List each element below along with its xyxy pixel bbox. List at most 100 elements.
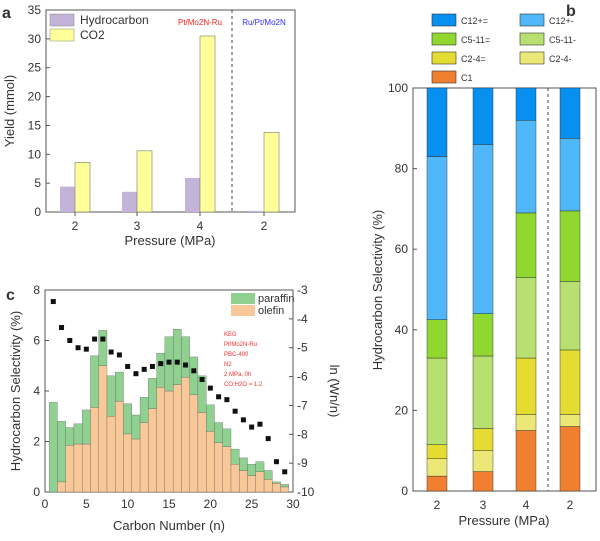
bar-olefin [214,442,223,493]
stack-segment-C5-11- [426,357,448,445]
bar-olefin [255,471,265,493]
scatter-point [125,363,131,369]
bar-paraffin [48,402,58,493]
bar-olefin [131,438,141,493]
stack-segment-C5-11- [515,277,537,359]
bar-olefin [82,443,91,493]
bar-olefin [156,387,166,493]
y-tick-label: 80 [395,162,409,176]
x-tick-label: 2 [72,219,79,233]
stack-segment-C2-4- [426,458,448,477]
bar-olefin [247,475,256,493]
y-tick-label: 25 [28,61,42,75]
legend-swatch [49,28,75,42]
y-tick-label: 40 [395,323,409,337]
bar-olefin [263,479,273,493]
bar-paraffin [57,421,66,483]
stack-segment-C12+= [559,87,581,139]
scatter-point [83,346,89,352]
bar-co2 [263,132,280,213]
y2-tick-label: -3 [297,283,308,297]
x-tick-label: 20 [204,497,218,511]
x-axis-label: Pressure (MPa) [124,233,215,248]
scatter-point [273,459,279,465]
x-tick-label: 10 [121,497,135,511]
legend-swatch [519,32,545,46]
catalyst-label: Ru/Pt/Mo2N [242,18,286,27]
bar-paraffin [115,371,124,402]
stack-segment-C1 [472,471,494,492]
bar-co2 [199,35,216,213]
legend-label: CO2 [80,28,105,42]
scatter-point [141,366,147,372]
y-tick-label: 20 [395,403,409,417]
y2-tick-label: -8 [297,427,308,441]
catalyst-label: Pt/Mo2N-Ru [178,18,222,27]
panel-label-b: b [566,3,576,20]
bar-hydrocarbon [249,210,264,212]
y-axis-label: Yield (mmol) [2,75,17,147]
bar-paraffin [247,464,256,476]
bar-paraffin [98,330,108,366]
scatter-point [92,336,98,342]
scatter-point [75,345,81,351]
stack-segment-C12+- [472,144,494,314]
legend-swatch [49,13,75,27]
scatter-point [216,394,222,400]
bar-olefin [272,483,281,493]
stack-segment-C2-4- [559,414,581,427]
bar-olefin [115,400,124,493]
bar-olefin [206,431,215,493]
legend-label: C2-4= [461,54,486,64]
scatter-point [59,325,65,331]
stack-segment-C12+= [472,87,494,145]
bar-paraffin [272,481,281,484]
bar-co2 [74,162,91,213]
stack-segment-C5-11= [559,210,581,282]
bar-paraffin [123,403,132,435]
legend-swatch [431,32,457,46]
stack-segment-C5-11- [559,281,581,351]
y-tick-label: 10 [28,147,42,161]
stack-segment-C5-11= [472,313,494,357]
x-tick-label: 4 [197,219,204,233]
panel-label-a: a [2,5,11,22]
legend-label: C5-11= [461,35,490,45]
scatter-point [183,362,189,368]
scatter-point [265,436,271,442]
condition-note: KEG [224,332,237,338]
x-axis-label: Pressure (MPa) [458,513,549,528]
y-tick-label: 0 [34,205,41,219]
stack-segment-C12+= [426,87,448,157]
y-tick-label: 5 [34,176,41,190]
bar-paraffin [106,375,116,417]
stack-segment-C5-11- [472,355,494,429]
condition-note: CO:H2O = 1:2 [224,382,263,388]
bar-olefin [90,407,99,493]
bar-olefin [164,390,174,493]
bar-olefin [172,384,182,493]
bar-paraffin [255,461,265,472]
panel-b: 0 20 40 60 80 100 2 3 4 2 Pressure (MPa) Hydrocarbo… [370,13,597,528]
stack-segment-C1 [515,430,537,492]
bar-paraffin [181,336,190,378]
legend-label: C12+= [461,16,488,26]
bar-olefin [239,470,248,493]
legend-swatch [431,13,457,27]
y-tick-label: 100 [388,81,408,95]
x-tick-label: 0 [42,497,49,511]
panel-c: 0 2 4 6 8 -3 -4 -5 -6 -7 -8 -9 -10 0 5 10 15 20 25 30 Carbon… [8,283,342,533]
bar-paraffin [280,484,290,488]
stack-segment-C1 [426,475,448,492]
x-tick-label: 25 [245,497,259,511]
stack-segment-C5-11= [426,319,448,359]
bar-olefin [98,365,108,493]
bar-olefin [148,408,157,493]
scatter-point [224,397,230,403]
condition-note: PBC-400 [224,352,249,358]
bar-olefin [222,446,232,493]
stack-segment-C2-4- [472,450,494,472]
bar-olefin [230,464,240,493]
bar-olefin [139,422,149,493]
x-tick-label: 3 [134,219,141,233]
